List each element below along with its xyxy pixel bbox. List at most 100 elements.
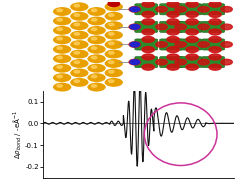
- Circle shape: [209, 29, 221, 35]
- Circle shape: [109, 80, 114, 82]
- Y-axis label: $\Delta\rho_{bond}$ / -eÅ$^{-1}$: $\Delta\rho_{bond}$ / -eÅ$^{-1}$: [11, 110, 24, 159]
- FancyBboxPatch shape: [202, 39, 225, 50]
- Circle shape: [167, 1, 179, 7]
- Circle shape: [175, 24, 186, 30]
- Circle shape: [221, 59, 232, 65]
- Circle shape: [70, 68, 88, 77]
- Circle shape: [156, 24, 167, 30]
- Circle shape: [109, 52, 114, 54]
- FancyBboxPatch shape: [135, 57, 158, 68]
- Circle shape: [74, 42, 80, 45]
- Circle shape: [130, 42, 140, 47]
- Circle shape: [109, 42, 114, 45]
- FancyBboxPatch shape: [179, 21, 202, 33]
- FancyBboxPatch shape: [179, 57, 202, 68]
- Circle shape: [209, 19, 221, 25]
- Circle shape: [167, 54, 179, 60]
- Circle shape: [105, 68, 123, 77]
- Circle shape: [221, 42, 232, 47]
- Circle shape: [74, 70, 80, 73]
- Circle shape: [105, 78, 123, 87]
- Circle shape: [130, 25, 140, 29]
- Circle shape: [53, 73, 71, 82]
- FancyBboxPatch shape: [179, 39, 202, 50]
- Circle shape: [209, 47, 221, 53]
- FancyBboxPatch shape: [202, 21, 225, 33]
- Circle shape: [209, 64, 221, 70]
- Circle shape: [87, 16, 106, 25]
- FancyBboxPatch shape: [202, 4, 225, 15]
- Circle shape: [57, 75, 62, 78]
- Circle shape: [87, 7, 106, 16]
- Circle shape: [221, 7, 232, 12]
- Circle shape: [209, 11, 221, 17]
- Circle shape: [105, 31, 123, 40]
- Circle shape: [175, 59, 186, 65]
- Circle shape: [109, 70, 114, 73]
- Circle shape: [186, 36, 198, 42]
- Circle shape: [91, 75, 97, 78]
- Circle shape: [109, 33, 114, 35]
- Circle shape: [167, 29, 179, 35]
- Circle shape: [57, 9, 62, 12]
- Circle shape: [142, 29, 154, 35]
- Circle shape: [91, 85, 97, 87]
- Circle shape: [53, 26, 71, 35]
- Circle shape: [87, 45, 106, 54]
- Circle shape: [74, 23, 80, 26]
- Circle shape: [53, 64, 71, 73]
- Circle shape: [105, 50, 123, 58]
- Circle shape: [53, 7, 71, 16]
- Circle shape: [74, 61, 80, 64]
- FancyBboxPatch shape: [135, 39, 158, 50]
- Circle shape: [129, 7, 141, 12]
- Circle shape: [142, 36, 154, 42]
- Circle shape: [74, 80, 80, 82]
- Circle shape: [186, 19, 198, 25]
- Circle shape: [109, 4, 114, 7]
- FancyBboxPatch shape: [160, 39, 183, 50]
- Circle shape: [105, 40, 123, 49]
- Circle shape: [57, 47, 62, 49]
- Circle shape: [129, 59, 141, 65]
- Circle shape: [91, 28, 97, 30]
- Circle shape: [142, 64, 154, 70]
- Circle shape: [91, 47, 97, 49]
- Circle shape: [70, 31, 88, 40]
- Circle shape: [186, 47, 198, 53]
- Circle shape: [142, 19, 154, 25]
- Circle shape: [198, 42, 209, 47]
- Circle shape: [186, 29, 198, 35]
- Circle shape: [57, 37, 62, 40]
- Circle shape: [186, 54, 198, 60]
- Circle shape: [70, 50, 88, 58]
- Circle shape: [109, 14, 114, 16]
- Circle shape: [57, 85, 62, 87]
- Circle shape: [175, 7, 186, 12]
- Circle shape: [53, 45, 71, 54]
- Circle shape: [167, 47, 179, 53]
- Circle shape: [167, 36, 179, 42]
- Circle shape: [221, 24, 232, 30]
- Circle shape: [167, 11, 179, 17]
- Circle shape: [175, 42, 186, 47]
- Circle shape: [53, 16, 71, 25]
- Circle shape: [57, 28, 62, 30]
- Circle shape: [142, 1, 154, 7]
- Circle shape: [198, 24, 209, 30]
- Circle shape: [108, 1, 120, 7]
- Circle shape: [209, 1, 221, 7]
- FancyBboxPatch shape: [160, 21, 183, 33]
- FancyBboxPatch shape: [160, 57, 183, 68]
- Circle shape: [198, 7, 209, 12]
- Circle shape: [70, 78, 88, 87]
- Circle shape: [70, 40, 88, 49]
- Circle shape: [53, 83, 71, 91]
- FancyBboxPatch shape: [202, 57, 225, 68]
- Circle shape: [70, 21, 88, 30]
- Circle shape: [57, 66, 62, 68]
- Circle shape: [167, 64, 179, 70]
- Circle shape: [109, 61, 114, 64]
- Circle shape: [74, 14, 80, 16]
- Circle shape: [167, 19, 179, 25]
